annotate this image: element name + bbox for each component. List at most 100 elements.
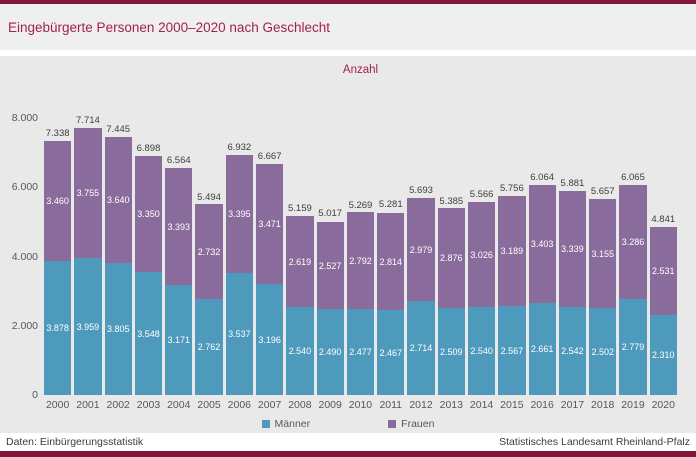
frauen-segment: 2.979 xyxy=(407,198,435,301)
total-label: 6.065 xyxy=(621,172,645,183)
maenner-segment: 3.537 xyxy=(225,273,253,395)
total-label: 5.494 xyxy=(197,192,221,203)
x-tick-2019: 2019 xyxy=(621,399,645,411)
y-tick: 2.000 xyxy=(11,319,38,332)
bar-2016: 6.064 3.403 2.661 xyxy=(528,118,556,395)
frauen-segment: 2.792 xyxy=(346,212,375,309)
maenner-segment: 2.467 xyxy=(377,310,405,395)
total-label: 5.657 xyxy=(590,186,615,197)
frauen-segment: 3.471 xyxy=(255,164,284,284)
frauen-swatch-icon xyxy=(388,420,397,428)
footer-publisher: Statistisches Landesamt Rheinland-Pfalz xyxy=(499,436,690,448)
bar-2020: 4.841 2.531 2.310 xyxy=(649,118,677,395)
maenner-swatch-icon xyxy=(261,420,270,428)
x-tick-2018: 2018 xyxy=(591,399,615,411)
frauen-segment: 2.527 xyxy=(316,222,344,309)
total-label: 6.932 xyxy=(227,142,252,153)
bars-row: 7.338 3.460 3.878 7.714 3.755 3.959 7.445 3.640… xyxy=(44,115,677,395)
legend-item-maenner: Männer xyxy=(261,418,310,430)
frauen-segment: 3.403 xyxy=(528,185,556,303)
page-title: Eingebürgerte Personen 2000–2020 nach Ge… xyxy=(8,19,330,35)
maenner-segment: 2.542 xyxy=(558,307,587,395)
frauen-segment: 3.286 xyxy=(619,185,647,299)
maenner-segment: 2.762 xyxy=(195,299,223,395)
total-label: 5.017 xyxy=(318,208,343,219)
y-tick: 6.000 xyxy=(11,181,38,194)
x-tick-2015: 2015 xyxy=(500,399,524,411)
title-band: Eingebürgerte Personen 2000–2020 nach Ge… xyxy=(0,4,696,50)
frauen-segment: 2.732 xyxy=(195,204,223,299)
x-tick-2003: 2003 xyxy=(136,399,161,411)
bar-2006: 6.932 3.395 3.537 xyxy=(225,118,253,395)
frauen-segment: 2.876 xyxy=(437,208,465,308)
maenner-segment: 3.196 xyxy=(255,284,284,395)
bar-2008: 5.159 2.619 2.540 xyxy=(286,118,314,395)
bar-2019: 6.065 3.286 2.779 xyxy=(619,118,647,395)
bar-2018: 5.657 3.155 2.502 xyxy=(589,118,617,395)
y-tick: 8.000 xyxy=(11,112,38,124)
total-label: 5.159 xyxy=(288,203,312,214)
x-tick-2006: 2006 xyxy=(227,399,251,411)
maenner-segment: 2.540 xyxy=(467,307,496,395)
total-label: 6.898 xyxy=(136,143,161,154)
bar-2007: 6.667 3.471 3.196 xyxy=(255,118,284,395)
x-tick-2016: 2016 xyxy=(530,399,554,411)
maenner-segment: 3.878 xyxy=(44,261,72,395)
bar-2013: 5.385 2.876 2.509 xyxy=(437,118,465,395)
total-label: 6.564 xyxy=(166,155,191,166)
x-tick-2011: 2011 xyxy=(379,399,403,411)
maenner-segment: 2.310 xyxy=(649,315,677,395)
total-label: 5.756 xyxy=(499,183,524,194)
axis-title: Anzahl xyxy=(342,64,379,76)
maenner-segment: 2.502 xyxy=(589,308,617,395)
frauen-segment: 2.619 xyxy=(286,216,314,307)
total-label: 7.338 xyxy=(45,128,70,139)
maenner-segment: 2.490 xyxy=(316,309,344,395)
frauen-segment: 3.350 xyxy=(134,156,163,272)
y-tick: 0 xyxy=(32,389,38,401)
maenner-segment: 2.661 xyxy=(528,303,556,395)
bar-2011: 5.281 2.814 2.467 xyxy=(377,118,405,395)
total-label: 4.841 xyxy=(651,214,676,225)
x-tick-2007: 2007 xyxy=(257,399,282,411)
footer-source: Daten: Einbürgerungsstatistik xyxy=(6,436,144,448)
total-label: 6.064 xyxy=(530,172,555,183)
frauen-segment: 2.814 xyxy=(377,213,405,310)
maenner-segment: 2.540 xyxy=(286,307,314,395)
total-label: 6.667 xyxy=(257,151,282,162)
maenner-segment: 2.779 xyxy=(619,299,647,395)
years-row: 2000 2001 2002 2003 2004 2005 2006 2007 2008 2009… xyxy=(44,399,677,411)
frauen-segment: 3.395 xyxy=(225,155,253,273)
frauen-segment: 3.026 xyxy=(467,202,496,307)
x-tick-2010: 2010 xyxy=(348,399,373,411)
frauen-segment: 3.155 xyxy=(589,199,617,308)
total-label: 5.385 xyxy=(439,196,464,207)
frauen-segment: 2.531 xyxy=(649,227,677,315)
bottom-brand-bar xyxy=(0,451,696,457)
bar-2005: 5.494 2.732 2.762 xyxy=(195,118,223,395)
top-brand-bar xyxy=(0,0,696,4)
frauen-segment: 3.189 xyxy=(498,196,526,306)
bar-2003: 6.898 3.350 3.548 xyxy=(134,118,163,395)
bar-2014: 5.566 3.026 2.540 xyxy=(467,118,496,395)
x-tick-2004: 2004 xyxy=(167,399,191,411)
total-label: 5.881 xyxy=(560,178,585,189)
x-tick-2008: 2008 xyxy=(288,399,312,411)
frauen-segment: 3.755 xyxy=(74,128,102,258)
x-tick-2001: 2001 xyxy=(76,399,100,411)
x-tick-2000: 2000 xyxy=(45,399,70,411)
total-label: 5.281 xyxy=(378,199,403,210)
total-label: 7.445 xyxy=(106,124,131,135)
x-tick-2017: 2017 xyxy=(560,399,585,411)
frauen-segment: 3.393 xyxy=(165,168,193,285)
bar-2015: 5.756 3.189 2.567 xyxy=(498,118,526,395)
x-tick-2009: 2009 xyxy=(318,399,342,411)
x-tick-2005: 2005 xyxy=(197,399,221,411)
maenner-segment: 2.567 xyxy=(498,306,526,395)
frauen-segment: 3.339 xyxy=(558,191,587,307)
legend-label-frauen: Frauen xyxy=(401,418,435,430)
legend: Männer Frauen xyxy=(0,418,696,430)
legend-item-frauen: Frauen xyxy=(388,418,434,430)
maenner-segment: 2.477 xyxy=(346,309,375,395)
total-label: 5.693 xyxy=(409,185,433,196)
